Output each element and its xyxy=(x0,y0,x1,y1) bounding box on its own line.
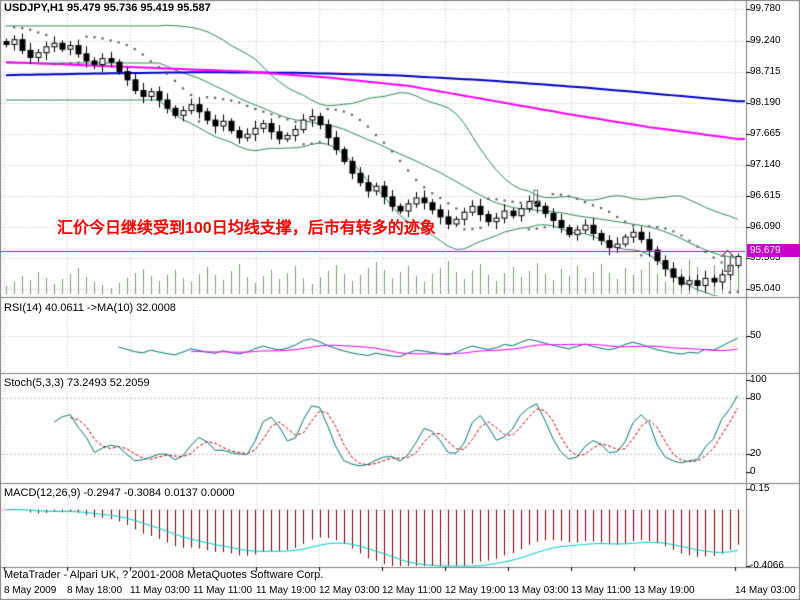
rsi-indicator-label: RSI(14) 40.0611 ->MA(10) 32.0008 xyxy=(4,302,176,314)
time-axis-label: 13 May 03:00 xyxy=(508,585,569,596)
chart-annotation: 汇价今日继续受到100日均线支撑，后市有转多的迹象 xyxy=(57,220,436,237)
status-bar: MetaTrader - Alpari UK, ? 2001-2008 Meta… xyxy=(4,569,324,581)
price-tick-label: 97.665 xyxy=(750,127,781,139)
price-tick-label: 98.715 xyxy=(750,65,781,77)
time-axis-label: 14 May 03:00 xyxy=(735,585,796,596)
stoch-tick-label: 100 xyxy=(750,374,767,385)
price-tick-label: 99.240 xyxy=(750,34,781,46)
price-tick-label: 96.090 xyxy=(750,220,781,232)
stoch-indicator-label: Stoch(5,3,3) 73.2493 52.2059 xyxy=(4,377,150,389)
rsi-tick-label: 50 xyxy=(750,330,762,341)
macd-tick-label: 0.15 xyxy=(750,482,770,494)
stoch-tick-label: 20 xyxy=(750,447,762,459)
time-axis-label: 12 May 11:00 xyxy=(382,585,442,596)
price-tick-label: 97.140 xyxy=(750,158,781,170)
price-tick-label: 96.615 xyxy=(750,189,781,201)
time-axis-label: 11 May 19:00 xyxy=(256,585,316,596)
time-axis-label: 13 May 11:00 xyxy=(571,585,631,596)
hline-price-label: 95.679 xyxy=(747,244,800,257)
price-tick-label: 98.190 xyxy=(750,96,781,108)
time-axis-label: 8 May 2009 xyxy=(4,585,57,596)
arrow-up-icon[interactable]: ⇧ xyxy=(715,246,741,279)
price-tick-label: 95.565 xyxy=(750,251,781,263)
arrow-down-icon[interactable]: ⇩ xyxy=(527,187,545,210)
time-axis-label: 11 May 03:00 xyxy=(130,585,190,596)
price-tick-label: 95.040 xyxy=(750,283,781,294)
chart-title: USDJPY,H1 95.479 95.736 95.419 95.587 xyxy=(4,2,211,14)
stoch-tick-label: 80 xyxy=(750,392,762,404)
stoch-tick-label: 0 xyxy=(750,466,756,477)
time-axis-label: 12 May 19:00 xyxy=(445,585,506,596)
time-axis-label: 12 May 03:00 xyxy=(319,585,380,596)
macd-indicator-label: MACD(12,26,9) -0.2947 -0.3084 0.0137 0.0… xyxy=(4,487,235,499)
price-tick-label: 99.780 xyxy=(750,3,781,14)
macd-tick-label: -0.4066 xyxy=(750,559,784,571)
time-axis-label: 8 May 18:00 xyxy=(67,585,123,596)
time-axis-label: 11 May 11:00 xyxy=(193,585,253,596)
time-axis-label: 13 May 19:00 xyxy=(634,585,695,596)
